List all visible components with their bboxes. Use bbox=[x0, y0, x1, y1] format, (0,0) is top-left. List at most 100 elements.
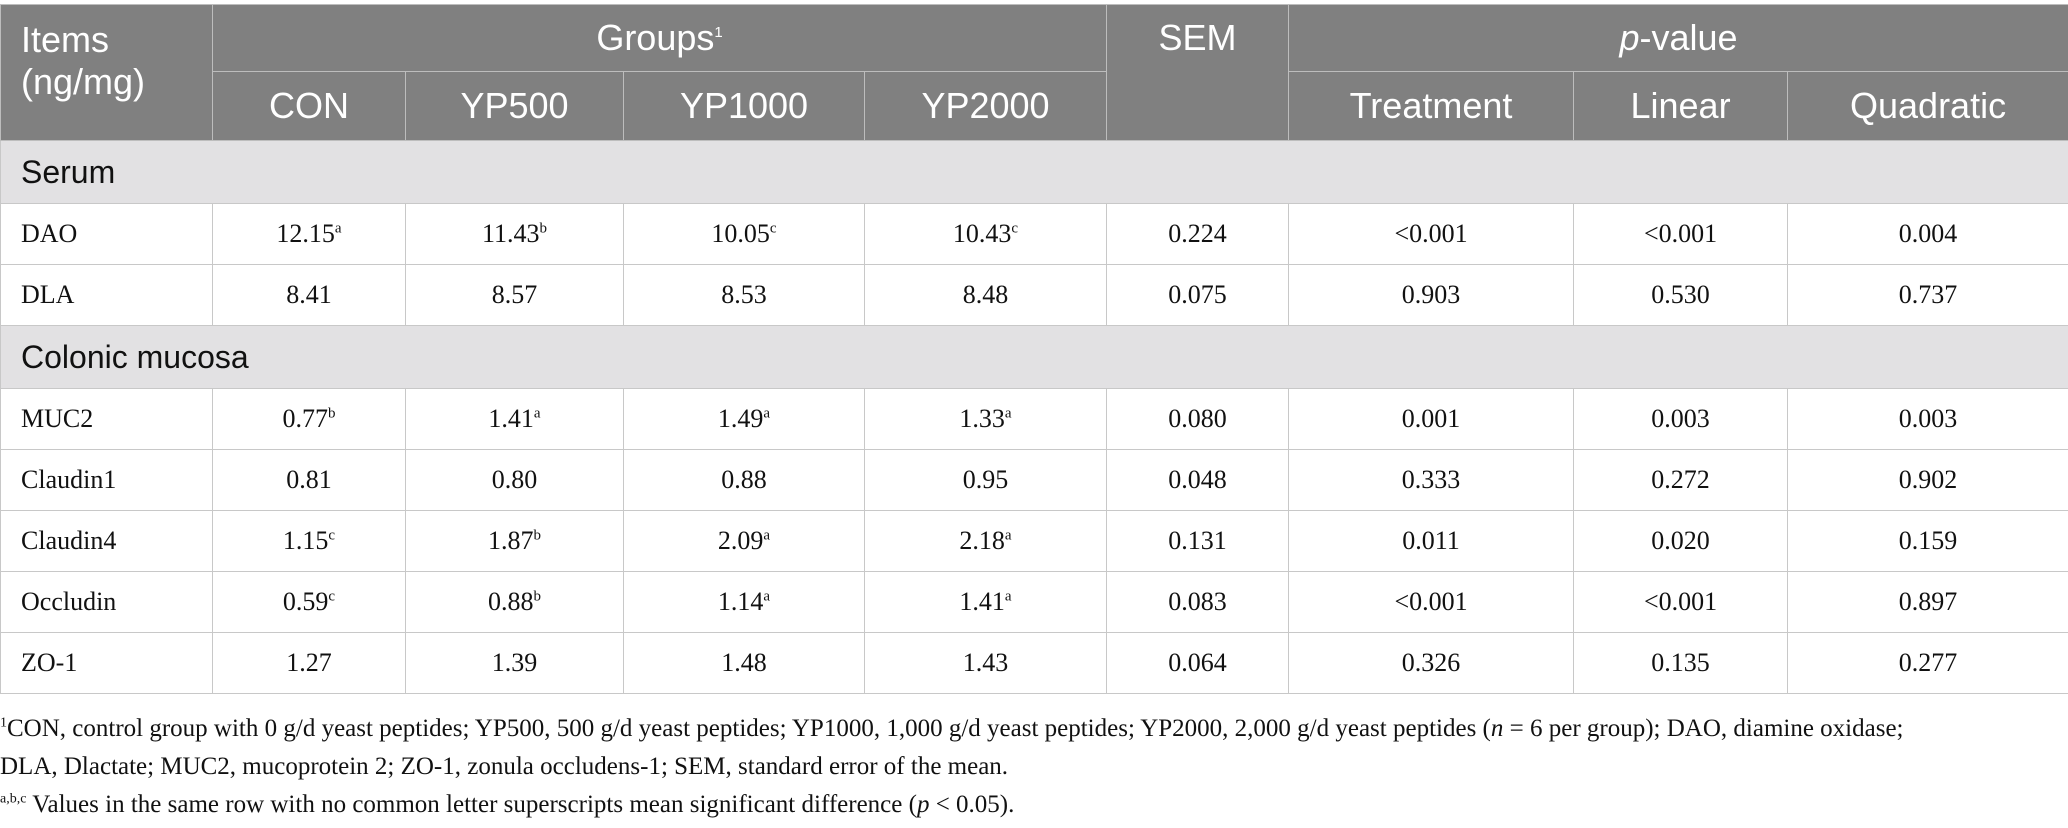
group-value-cell: 0.81 bbox=[212, 449, 406, 511]
significance-letter: a bbox=[763, 527, 771, 544]
p-value: 0.159 bbox=[1787, 510, 2068, 572]
group-value-cell: 1.14a bbox=[623, 571, 865, 633]
p-value: 0.903 bbox=[1288, 264, 1575, 326]
group-value: 1.15 bbox=[282, 526, 329, 555]
group-value-cell: 1.33a bbox=[863, 388, 1108, 450]
row-label: DLA bbox=[0, 264, 213, 326]
group-value: 1.14 bbox=[717, 587, 764, 616]
significance-letter: b bbox=[539, 220, 548, 237]
group-value: 0.81 bbox=[286, 465, 332, 494]
sem-value: 0.131 bbox=[1106, 510, 1290, 572]
row-label: ZO-1 bbox=[0, 632, 213, 694]
sem-value: 0.048 bbox=[1106, 449, 1290, 511]
group-value: 2.09 bbox=[717, 526, 764, 555]
table-footnotes: 1CON, control group with 0 g/d yeast pep… bbox=[0, 710, 2060, 824]
group-value-cell: 8.41 bbox=[212, 264, 406, 326]
p-value: 0.897 bbox=[1787, 571, 2068, 633]
group-value: 0.88 bbox=[488, 587, 534, 616]
col-header-linear: Linear bbox=[1573, 71, 1789, 141]
group-value-cell: 0.80 bbox=[405, 449, 624, 511]
section-title: Serum bbox=[0, 140, 2068, 204]
p-value: <0.001 bbox=[1573, 203, 1789, 265]
col-header-treatment: Treatment bbox=[1288, 71, 1575, 141]
group-value: 0.77 bbox=[282, 404, 329, 433]
group-value: 1.39 bbox=[491, 648, 538, 677]
group-value: 2.18 bbox=[959, 526, 1005, 555]
table-row: Occludin 0.59c 0.88b 1.14a 1.41a 0.083 <0.001 <… bbox=[0, 571, 2068, 633]
group-value-cell: 1.49a bbox=[623, 388, 865, 450]
significance-letter: a bbox=[334, 220, 342, 237]
group-value-cell: 1.27 bbox=[212, 632, 406, 694]
p-value: 0.902 bbox=[1787, 449, 2068, 511]
group-value: 1.43 bbox=[962, 648, 1009, 677]
table-row: DAO 12.15a 11.43b 10.05c 10.43c 0.224 <0.001 <0… bbox=[0, 203, 2068, 265]
table-body: Serum DAO 12.15a 11.43b 10.05c 10.43c 0.224 <0.… bbox=[0, 140, 2068, 694]
group-value-cell: 12.15a bbox=[212, 203, 406, 265]
group-value-cell: 1.41a bbox=[405, 388, 624, 450]
section-row: Colonic mucosa bbox=[0, 325, 2068, 389]
col-header-yp2000: YP2000 bbox=[863, 71, 1108, 141]
section-title: Colonic mucosa bbox=[0, 325, 2068, 389]
table-row: MUC2 0.77b 1.41a 1.49a 1.33a 0.080 0.001 0.003 0… bbox=[0, 388, 2068, 450]
significance-letter: a bbox=[533, 405, 541, 422]
group-value: 0.80 bbox=[491, 465, 538, 494]
col-header-yp500: YP500 bbox=[405, 71, 624, 141]
group-value: 10.05 bbox=[711, 219, 770, 248]
significance-letter: c bbox=[1011, 220, 1019, 237]
row-label: DAO bbox=[0, 203, 213, 265]
group-value-cell: 0.59c bbox=[212, 571, 406, 633]
footnote-1-n: n bbox=[1490, 715, 1504, 742]
sem-value: 0.224 bbox=[1106, 203, 1290, 265]
group-value-cell: 1.15c bbox=[212, 510, 406, 572]
significance-letter: a bbox=[1004, 405, 1012, 422]
group-value-cell: 0.95 bbox=[863, 449, 1108, 511]
row-label: MUC2 bbox=[0, 388, 213, 450]
groups-footnote-marker: 1 bbox=[714, 24, 723, 41]
group-value-cell: 1.48 bbox=[623, 632, 865, 694]
p-value: 0.135 bbox=[1573, 632, 1789, 694]
p-value: <0.001 bbox=[1288, 203, 1575, 265]
group-value: 8.48 bbox=[962, 280, 1009, 309]
section-row: Serum bbox=[0, 140, 2068, 204]
footnote-2-text-b: < 0.05). bbox=[929, 791, 1015, 818]
group-value: 8.41 bbox=[286, 280, 332, 309]
table-row: ZO-1 1.27 1.39 1.48 1.43 0.064 0.326 0.135 0.277 bbox=[0, 632, 2068, 694]
results-table-container: Items (ng/mg) Groups1 SEM p-value CON YP… bbox=[0, 4, 2068, 694]
significance-letter: a bbox=[1004, 588, 1012, 605]
sem-value: 0.064 bbox=[1106, 632, 1290, 694]
group-value-cell: 0.88b bbox=[405, 571, 624, 633]
group-value-cell: 10.05c bbox=[623, 203, 865, 265]
group-value-cell: 0.88 bbox=[623, 449, 865, 511]
row-label: Claudin1 bbox=[0, 449, 213, 511]
significance-letter: a bbox=[763, 588, 771, 605]
items-header: Items (ng/mg) bbox=[0, 4, 213, 141]
group-value: 10.43 bbox=[952, 219, 1012, 248]
p-value: 0.272 bbox=[1573, 449, 1789, 511]
group-value: 1.41 bbox=[488, 404, 534, 433]
group-value-cell: 11.43b bbox=[405, 203, 624, 265]
footnote-1-text-b: = 6 per group); DAO, diamine oxidase; bbox=[1503, 715, 1904, 742]
group-value-cell: 2.18a bbox=[863, 510, 1108, 572]
group-value-cell: 2.09a bbox=[623, 510, 865, 572]
group-value-cell: 1.39 bbox=[405, 632, 624, 694]
p-value: 0.277 bbox=[1787, 632, 2068, 694]
footnote-1: 1CON, control group with 0 g/d yeast pep… bbox=[0, 710, 2060, 786]
group-value: 1.33 bbox=[959, 404, 1005, 433]
sem-value: 0.075 bbox=[1106, 264, 1290, 326]
group-value: 0.59 bbox=[282, 587, 329, 616]
group-value-cell: 10.43c bbox=[863, 203, 1108, 265]
footnote-2: a,b,c Values in the same row with no com… bbox=[0, 786, 2060, 824]
footnote-2-text-a: Values in the same row with no common le… bbox=[26, 791, 917, 818]
group-value: 8.53 bbox=[721, 280, 767, 309]
group-value: 1.41 bbox=[959, 587, 1005, 616]
significance-letter: a bbox=[763, 405, 771, 422]
p-value: 0.011 bbox=[1288, 510, 1575, 572]
footnote-1-text-c: DLA, Dlactate; MUC2, mucoprotein 2; ZO-1… bbox=[0, 753, 1009, 780]
items-header-line2: (ng/mg) bbox=[21, 61, 146, 102]
group-value-cell: 1.87b bbox=[405, 510, 624, 572]
p-value: 0.737 bbox=[1787, 264, 2068, 326]
group-value: 11.43 bbox=[481, 219, 540, 248]
results-table: Items (ng/mg) Groups1 SEM p-value CON YP… bbox=[0, 4, 2068, 694]
significance-letter: c bbox=[328, 527, 336, 544]
p-value: 0.003 bbox=[1573, 388, 1789, 450]
